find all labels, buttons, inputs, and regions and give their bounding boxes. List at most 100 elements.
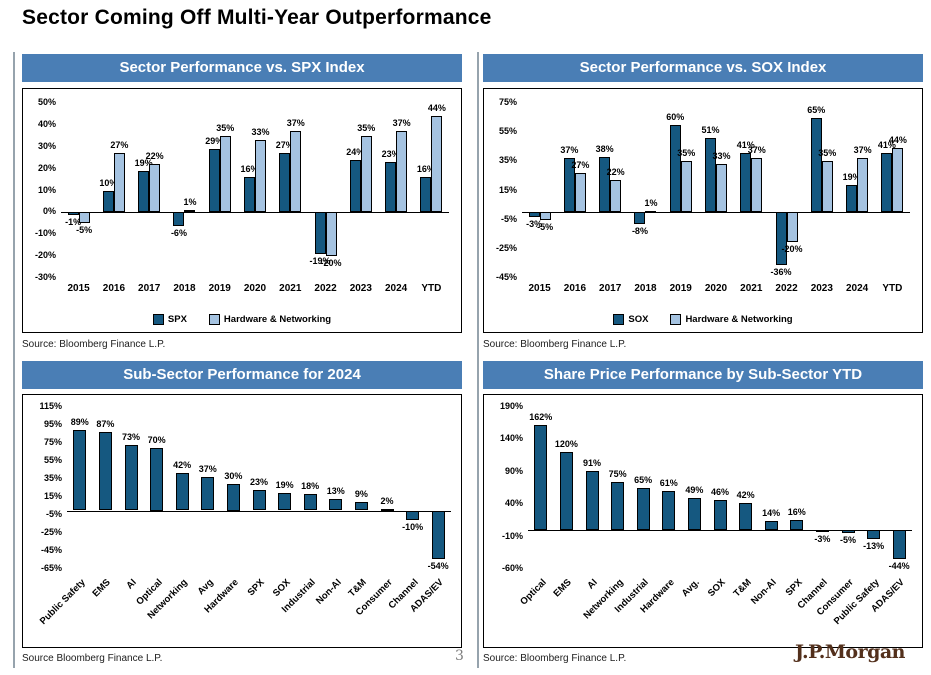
source-note-subsector-ytd: Source: Bloomberg Finance L.P. (483, 653, 627, 664)
y-tick-label: -10% (501, 530, 523, 541)
bar-value-label: -20% (320, 258, 342, 269)
legend-item: SPX (152, 314, 187, 325)
bar-value-label: 33% (712, 151, 731, 162)
bar-value-label: 33% (251, 127, 270, 138)
bar (354, 502, 368, 511)
x-category-label: YTD (421, 283, 442, 294)
y-tick-label: -45% (495, 272, 517, 282)
bar (252, 489, 266, 511)
x-category-label: 2022 (775, 283, 798, 294)
x-category-label: 2015 (528, 283, 551, 294)
bar-value-label: 35% (216, 122, 235, 133)
bar-value-label: 42% (173, 459, 192, 470)
bar-value-label: 65% (807, 104, 826, 115)
chart-sox-vs-hardware: 75% 55% 35% 15% -5% -25% -45% -3% -5% 2015 37% 27% 2… (483, 88, 923, 333)
bar (303, 494, 317, 511)
bar-value-label: -20% (781, 243, 803, 254)
bar-value-label: 22% (145, 151, 164, 162)
bar-value-label: 35% (357, 122, 376, 133)
bar (775, 212, 787, 265)
x-category-label: 2016 (102, 283, 126, 294)
bar-value-label: -44% (888, 560, 910, 571)
legend-label: Hardware & Networking (223, 314, 332, 325)
y-tick-label: 140% (499, 433, 523, 444)
bar-value-label: 37% (853, 145, 872, 156)
bar (396, 131, 408, 213)
y-tick-label: -20% (34, 250, 56, 261)
bar (431, 116, 443, 213)
chart-plot-spx: 50% 40% 30% 20% 10% 0% -10% -20% -30% -1% -5% 2015 1… (23, 89, 461, 332)
bar (739, 502, 753, 531)
page-title: Sector Coming Off Multi-Year Outperforma… (22, 6, 492, 29)
bar (751, 158, 763, 213)
y-tick-label: 35% (498, 155, 517, 166)
y-tick-label: 35% (43, 473, 62, 483)
bar-value-label: -13% (863, 540, 885, 551)
bar-value-label: 29% (205, 135, 224, 146)
y-tick-label: 30% (37, 140, 56, 151)
legend-label: Hardware & Networking (685, 314, 793, 325)
center-column-divider (477, 52, 479, 668)
bar-value-label: 44% (888, 135, 907, 146)
legend-item: Hardware & Networking (670, 314, 793, 325)
bar (574, 173, 586, 213)
bar-value-label: 51% (701, 125, 720, 135)
x-category-label: 2022 (314, 283, 337, 294)
bar (329, 498, 343, 511)
legend-item: Hardware & Networking (208, 314, 332, 325)
bar (713, 500, 727, 531)
bar-value-label: -5% (839, 535, 856, 546)
source-note-sox: Source: Bloomberg Finance L.P. (483, 339, 627, 350)
bar (102, 190, 114, 213)
bar-value-label: 16% (416, 164, 435, 175)
chart-plot-sox: 75% 55% 35% 15% -5% -25% -45% -3% -5% 2015 37% 27% 2… (484, 89, 922, 332)
bar (290, 131, 302, 213)
y-tick-label: 55% (43, 455, 62, 465)
y-tick-label: -65% (40, 563, 62, 573)
chart-header-spx: Sector Performance vs. SPX Index (22, 54, 462, 82)
y-tick-label: 190% (499, 401, 523, 411)
bar-value-label: 120% (554, 439, 578, 450)
bar (821, 161, 833, 213)
bar-value-label: -3% (526, 218, 543, 229)
y-tick-label: 0% (42, 206, 56, 217)
bar (786, 212, 798, 242)
bar (539, 212, 551, 220)
bar-value-label: 46% (710, 487, 729, 498)
bar (431, 510, 445, 560)
bar (716, 164, 727, 213)
bar-value-label: 41% (877, 139, 896, 150)
chart-header-subsector-2024: Sub-Sector Performance for 2024 (22, 361, 462, 389)
bar (314, 212, 326, 254)
bar-value-label: 89% (70, 417, 89, 428)
legend: SOX Hardware & Networking (484, 314, 922, 325)
y-tick-label: -5% (45, 509, 62, 519)
bar-value-label: 10% (99, 177, 118, 188)
bar (175, 472, 189, 511)
y-tick-label: 115% (39, 401, 62, 411)
bar-value-label: 16% (240, 164, 259, 175)
bar-value-label: 22% (606, 167, 625, 178)
bar-value-label: 70% (147, 434, 166, 445)
bar (764, 521, 778, 531)
y-tick-label: 55% (498, 126, 517, 137)
bar-value-label: 73% (121, 431, 140, 442)
bar (662, 490, 676, 531)
bar (559, 452, 573, 531)
legend-swatch-icon (613, 314, 625, 325)
bar-value-label: 19% (134, 157, 153, 168)
y-tick-label: 75% (43, 437, 62, 447)
bar-value-label: 37% (198, 464, 217, 475)
chart-plot-subsector-ytd: 190% 140% 90% 40% -10% -60% 162% Optical 120% EMS… (484, 395, 922, 647)
y-tick-label: 90% (504, 465, 523, 476)
bar (892, 530, 906, 559)
bar-value-label: 162% (529, 412, 553, 423)
bar (138, 170, 150, 213)
legend-swatch-icon (208, 314, 220, 325)
bar-value-label: 9% (354, 489, 368, 500)
bar-value-label: 27% (275, 140, 294, 151)
bar-value-label: 1% (644, 197, 658, 208)
bar-value-label: -54% (427, 561, 449, 572)
bar (881, 152, 893, 213)
x-category-label: 2018 (173, 283, 196, 294)
